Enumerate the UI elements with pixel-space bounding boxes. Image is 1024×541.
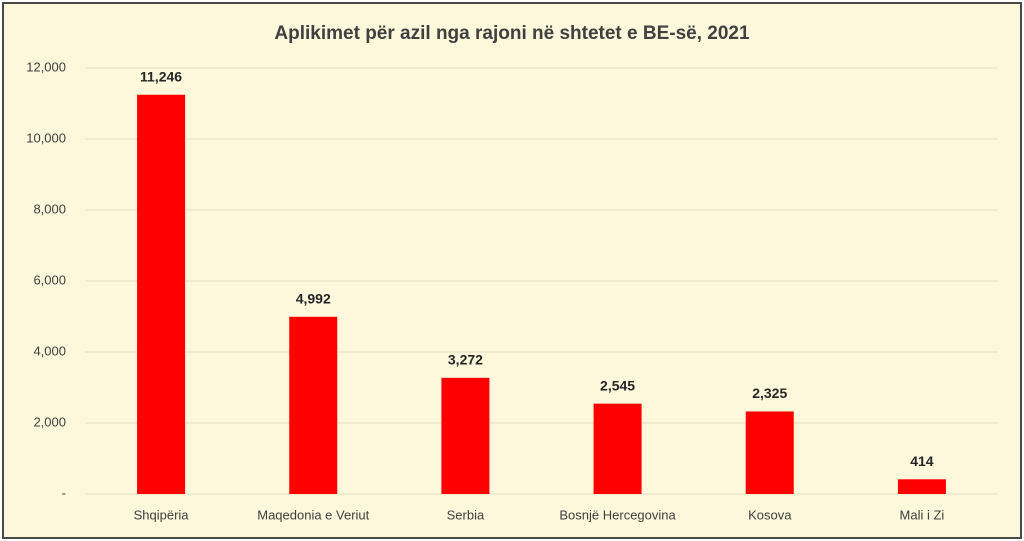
y-tick-label: 2,000	[33, 414, 66, 429]
x-tick-label: Mali i Zi	[900, 507, 945, 522]
bar	[897, 479, 946, 494]
value-label: 3,272	[448, 352, 483, 368]
y-tick-label: 8,000	[33, 201, 66, 216]
x-tick-label: Serbia	[447, 507, 485, 522]
x-tick-label: Bosnjë Hercegovina	[559, 507, 676, 522]
y-tick-label: 12,000	[26, 59, 66, 74]
value-label: 414	[910, 453, 934, 469]
value-label: 2,325	[752, 385, 787, 401]
value-label: 2,545	[600, 377, 635, 393]
bar	[745, 411, 794, 494]
bar	[137, 94, 186, 494]
value-label: 4,992	[296, 290, 331, 306]
bar	[289, 316, 338, 494]
y-tick-label: 10,000	[26, 130, 66, 145]
y-tick-label: 4,000	[33, 343, 66, 358]
chart-title: Aplikimet për azil nga rajoni në shtetet…	[274, 23, 750, 44]
value-label: 11,246	[140, 68, 182, 84]
x-tick-label: Kosova	[748, 507, 792, 522]
y-tick-label: 6,000	[33, 272, 66, 287]
bar	[441, 377, 490, 494]
y-tick-label: -	[62, 485, 66, 500]
x-tick-label: Shqipëria	[134, 507, 190, 522]
x-tick-label: Maqedonia e Veriut	[257, 507, 369, 522]
bar	[593, 403, 642, 494]
